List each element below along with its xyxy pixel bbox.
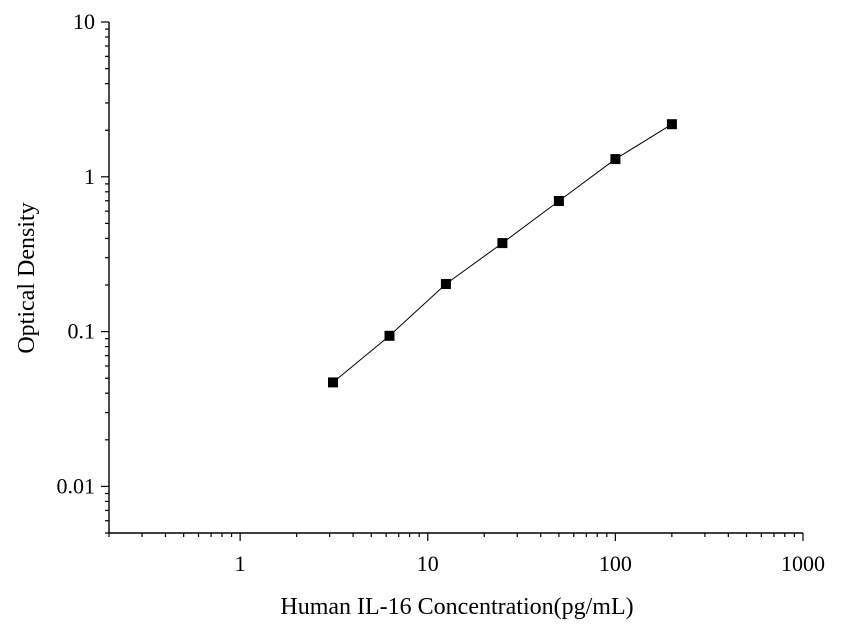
data-series [328, 119, 677, 388]
x-tick-label: 10 [417, 551, 439, 576]
x-axis-title: Human IL-16 Concentration(pg/mL) [280, 594, 633, 620]
series-line [332, 123, 673, 383]
y-axis-title: Optical Density [14, 202, 40, 353]
x-tick-label: 1 [235, 551, 246, 576]
data-point [440, 279, 451, 289]
data-point [497, 238, 508, 249]
y-tick-label: 0.1 [68, 319, 96, 344]
y-tick-label: 10 [73, 9, 95, 34]
data-point [666, 119, 677, 130]
data-point [553, 196, 564, 206]
y-tick-label: 0.01 [57, 473, 96, 498]
data-point [384, 330, 395, 341]
axes [108, 22, 803, 534]
data-point [328, 377, 338, 388]
x-tick-label: 1000 [781, 551, 825, 576]
y-tick-label: 1 [84, 164, 95, 189]
data-point [610, 154, 621, 165]
x-tick-label: 100 [599, 551, 632, 576]
ticks: 1 10 100 1000 0.01 0.1 1 10 [57, 9, 826, 576]
